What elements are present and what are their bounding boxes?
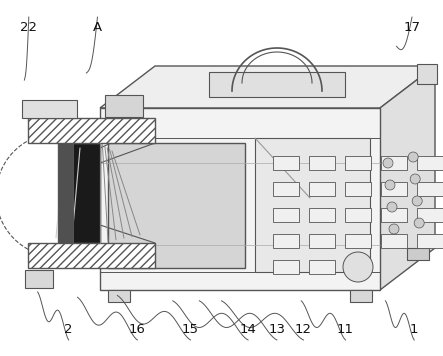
Bar xyxy=(417,64,437,84)
Bar xyxy=(273,156,299,170)
Bar xyxy=(345,182,371,196)
Circle shape xyxy=(412,196,422,206)
Bar xyxy=(381,208,407,222)
Bar xyxy=(345,234,371,248)
Circle shape xyxy=(410,174,420,184)
Bar xyxy=(345,208,371,222)
Text: 16: 16 xyxy=(129,323,146,336)
Bar xyxy=(100,108,380,290)
Bar xyxy=(22,100,77,118)
Bar xyxy=(255,138,370,272)
Circle shape xyxy=(385,180,395,190)
Text: 13: 13 xyxy=(268,323,285,336)
Circle shape xyxy=(408,152,418,162)
Polygon shape xyxy=(28,243,155,268)
Bar xyxy=(273,260,299,274)
Bar xyxy=(309,156,335,170)
Text: 1: 1 xyxy=(410,323,419,336)
Bar xyxy=(309,208,335,222)
Bar xyxy=(58,143,100,243)
Circle shape xyxy=(389,224,399,234)
Circle shape xyxy=(383,158,393,168)
Bar xyxy=(58,143,73,243)
Bar xyxy=(273,234,299,248)
Bar xyxy=(273,182,299,196)
Bar xyxy=(309,260,335,274)
Bar xyxy=(108,143,245,268)
Bar xyxy=(209,72,345,97)
Text: 2: 2 xyxy=(64,323,73,336)
Bar xyxy=(273,208,299,222)
Bar xyxy=(350,290,372,302)
Text: A: A xyxy=(93,21,102,34)
Bar xyxy=(345,156,371,170)
Polygon shape xyxy=(380,66,435,290)
Bar xyxy=(417,234,443,248)
Bar xyxy=(309,234,335,248)
Polygon shape xyxy=(28,118,155,143)
Bar xyxy=(25,270,53,288)
Bar xyxy=(309,182,335,196)
Circle shape xyxy=(343,252,373,282)
Bar xyxy=(417,208,443,222)
Text: 17: 17 xyxy=(404,21,420,34)
Bar xyxy=(381,234,407,248)
Text: 12: 12 xyxy=(295,323,312,336)
Text: 22: 22 xyxy=(20,21,37,34)
Bar xyxy=(417,182,443,196)
Bar xyxy=(105,95,143,117)
Bar xyxy=(108,290,130,302)
Circle shape xyxy=(414,218,424,228)
Polygon shape xyxy=(100,66,435,108)
Bar xyxy=(381,156,407,170)
Bar xyxy=(407,248,429,260)
Bar xyxy=(417,156,443,170)
Bar xyxy=(381,182,407,196)
Text: 15: 15 xyxy=(182,323,199,336)
Text: 11: 11 xyxy=(337,323,354,336)
Circle shape xyxy=(387,202,397,212)
Text: 14: 14 xyxy=(240,323,256,336)
